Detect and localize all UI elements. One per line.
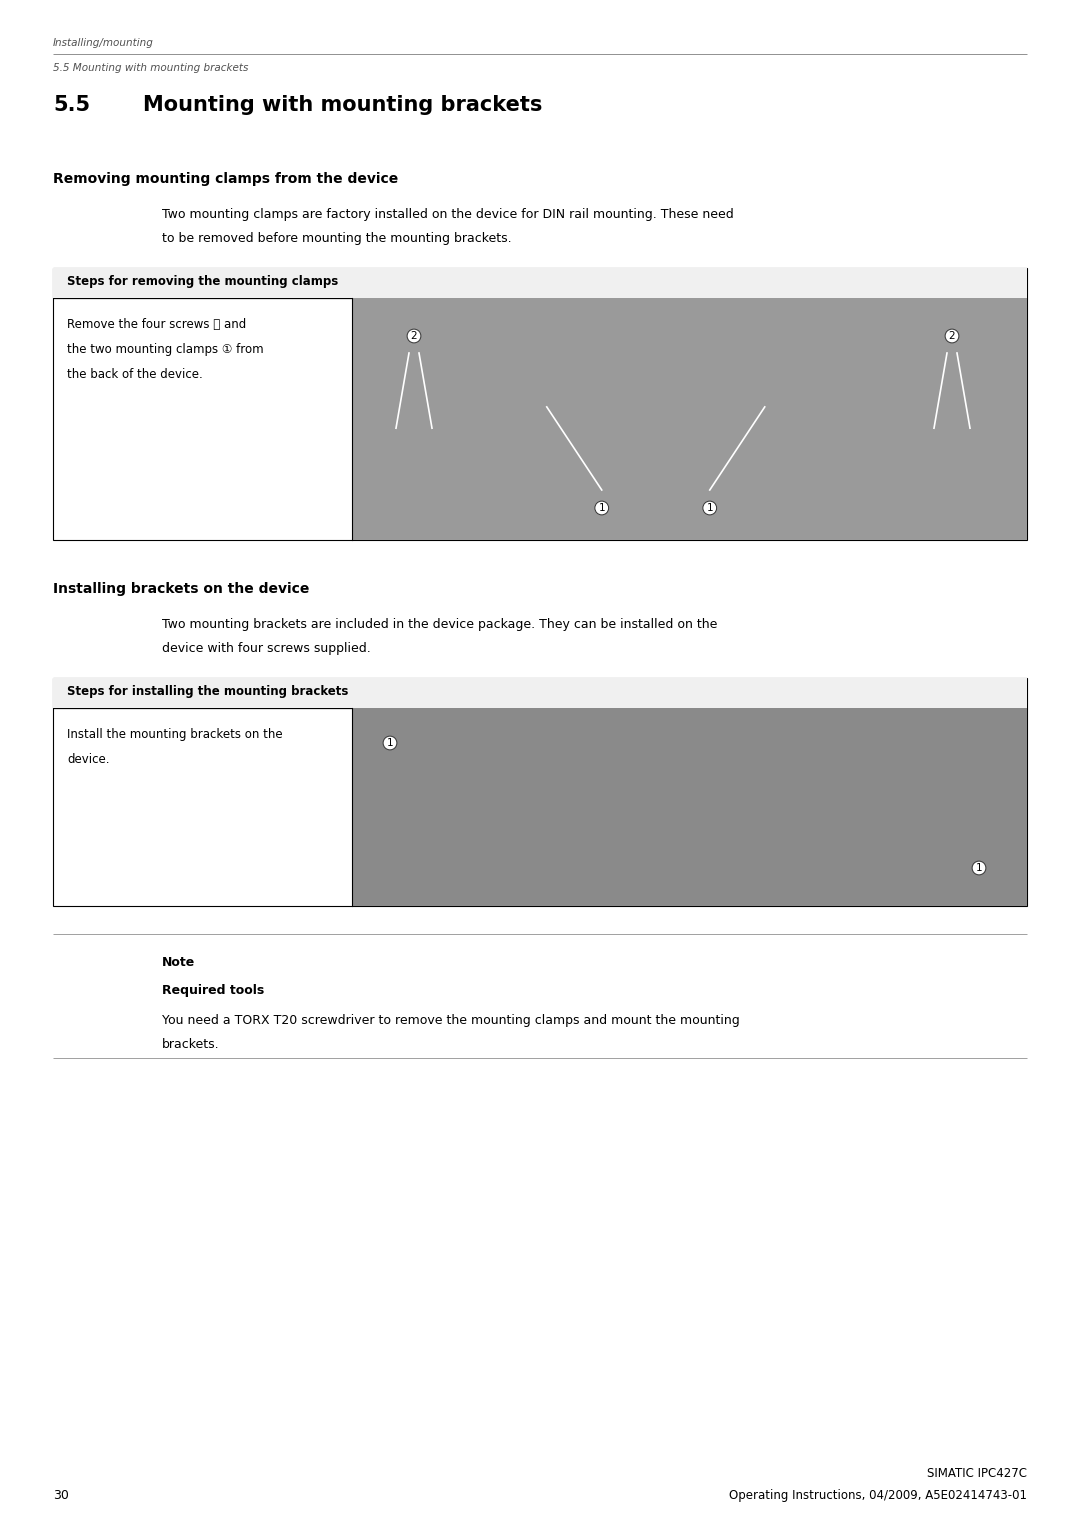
Text: Note: Note: [162, 956, 195, 970]
Text: Remove the four screws Ⓐ and: Remove the four screws Ⓐ and: [67, 318, 246, 331]
Text: Mounting with mounting brackets: Mounting with mounting brackets: [143, 95, 542, 115]
Text: the two mounting clamps ① from: the two mounting clamps ① from: [67, 344, 264, 356]
Text: 2: 2: [948, 331, 956, 341]
Text: Steps for installing the mounting brackets: Steps for installing the mounting bracke…: [67, 686, 349, 698]
Bar: [352, 298, 1027, 541]
Text: Installing/mounting: Installing/mounting: [53, 38, 153, 47]
Bar: [352, 709, 1027, 906]
Text: Steps for removing the mounting clamps: Steps for removing the mounting clamps: [67, 275, 338, 289]
Text: 5.5: 5.5: [53, 95, 90, 115]
Text: 30: 30: [53, 1489, 69, 1503]
Text: SIMATIC IPC427C: SIMATIC IPC427C: [927, 1467, 1027, 1480]
Text: 5.5 Mounting with mounting brackets: 5.5 Mounting with mounting brackets: [53, 63, 248, 73]
Text: 2: 2: [410, 331, 417, 341]
Text: brackets.: brackets.: [162, 1038, 219, 1051]
Bar: [53, 269, 1027, 298]
Bar: [53, 678, 1027, 709]
Text: 1: 1: [975, 863, 983, 873]
Text: Two mounting brackets are included in the device package. They can be installed : Two mounting brackets are included in th…: [162, 618, 717, 631]
Bar: [53, 678, 1027, 906]
Text: 1: 1: [598, 502, 605, 513]
Text: the back of the device.: the back of the device.: [67, 368, 203, 382]
Text: Removing mounting clamps from the device: Removing mounting clamps from the device: [53, 173, 399, 186]
Bar: [53, 269, 1027, 541]
Text: device with four screws supplied.: device with four screws supplied.: [162, 641, 370, 655]
Text: Two mounting clamps are factory installed on the device for DIN rail mounting. T: Two mounting clamps are factory installe…: [162, 208, 733, 221]
Text: Install the mounting brackets on the: Install the mounting brackets on the: [67, 728, 283, 741]
Text: 1: 1: [706, 502, 713, 513]
Text: to be removed before mounting the mounting brackets.: to be removed before mounting the mounti…: [162, 232, 512, 244]
Text: 1: 1: [387, 738, 393, 748]
Text: Required tools: Required tools: [162, 983, 265, 997]
Text: You need a TORX T20 screwdriver to remove the mounting clamps and mount the moun: You need a TORX T20 screwdriver to remov…: [162, 1014, 740, 1028]
Text: device.: device.: [67, 753, 109, 767]
Text: Operating Instructions, 04/2009, A5E02414743-01: Operating Instructions, 04/2009, A5E0241…: [729, 1489, 1027, 1503]
Text: Installing brackets on the device: Installing brackets on the device: [53, 582, 309, 596]
